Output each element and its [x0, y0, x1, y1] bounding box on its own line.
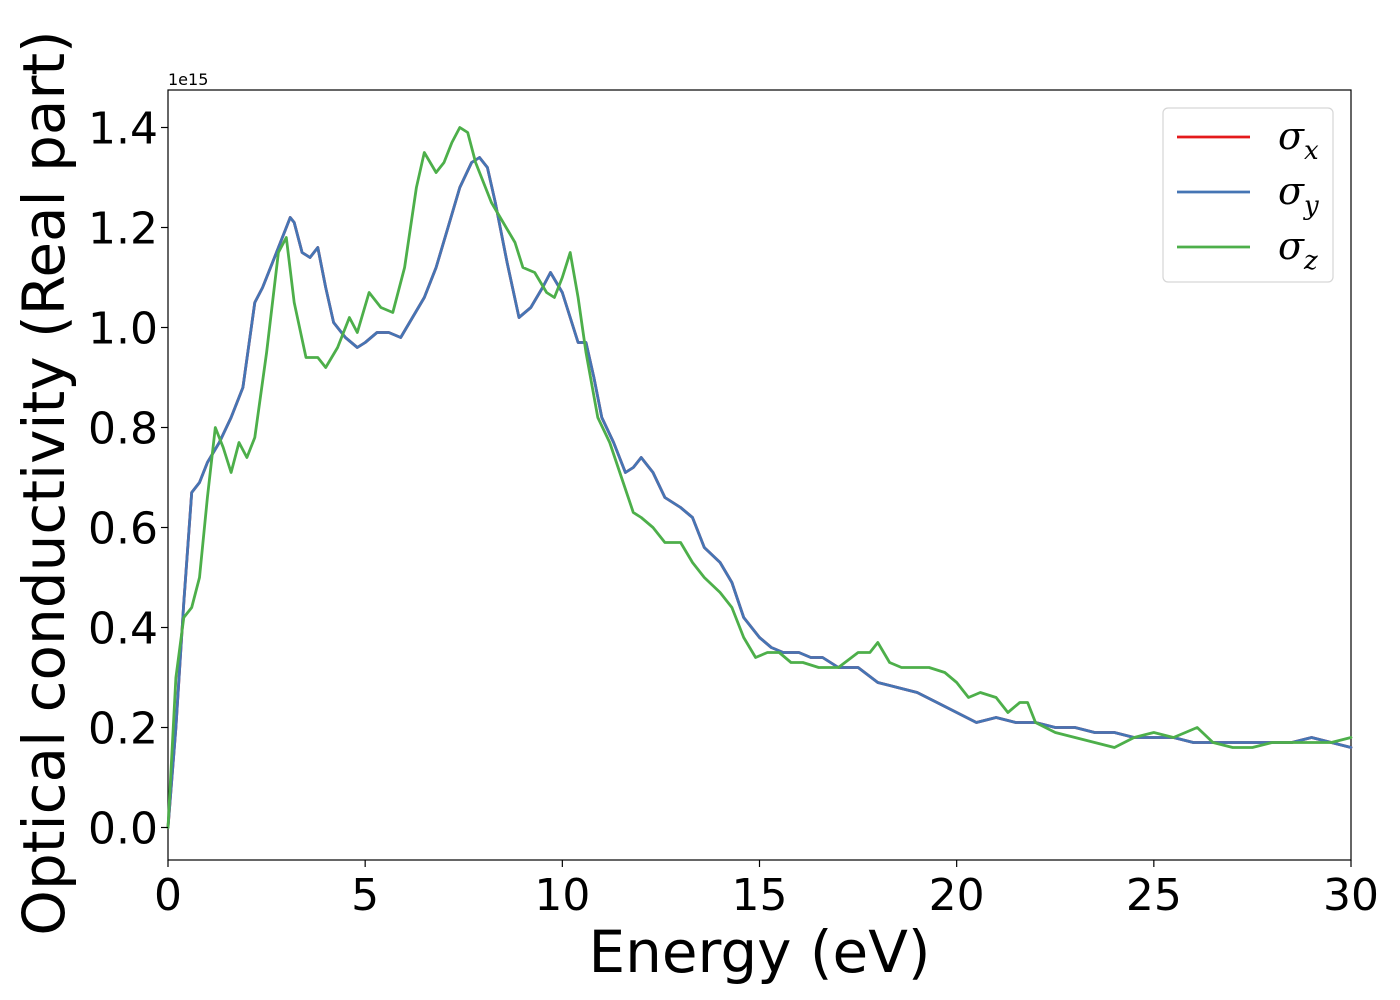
y-tick-label: 0.0: [88, 804, 158, 855]
legend-label: σz: [1278, 224, 1318, 276]
legend-entry-x: σx: [1177, 114, 1319, 166]
x-tick-label: 20: [929, 870, 985, 921]
x-tick-label: 30: [1323, 870, 1379, 921]
y-tick-label: 0.4: [88, 604, 158, 655]
x-tick-label: 0: [154, 870, 182, 921]
legend-label: σy: [1278, 169, 1319, 221]
x-tick-label: 10: [534, 870, 590, 921]
legend-label: σx: [1278, 114, 1319, 166]
y-tick-label: 0.6: [88, 504, 158, 555]
y-tick-label: 0.8: [88, 404, 158, 455]
x-tick-label: 25: [1126, 870, 1182, 921]
x-tick-label: 15: [732, 870, 788, 921]
y-offset-label: 1e15: [168, 70, 208, 89]
y-tick-label: 1.0: [88, 304, 158, 355]
x-axis-title: Energy (eV): [588, 918, 930, 986]
y-tick-label: 1.2: [88, 204, 158, 255]
y-tick-label: 0.2: [88, 704, 158, 755]
y-axis-title: Optical conductivity (Real part): [10, 30, 78, 935]
y-axis-ticks: 0.0 0.2 0.4 0.6 0.8 1.0 1.2 1.4: [88, 104, 168, 855]
y-tick-label: 1.4: [88, 104, 158, 155]
series-layer: [166, 126, 1353, 829]
series-line-y: [166, 156, 1353, 829]
legend-frame: [1162, 107, 1334, 283]
x-tick-label: 5: [351, 870, 379, 921]
x-axis-ticks: 0 5 10 15 20 25 30: [154, 860, 1379, 921]
legend-entry-z: σz: [1177, 224, 1318, 276]
series-line-z: [166, 126, 1353, 829]
legend-entry-y: σy: [1177, 169, 1319, 221]
